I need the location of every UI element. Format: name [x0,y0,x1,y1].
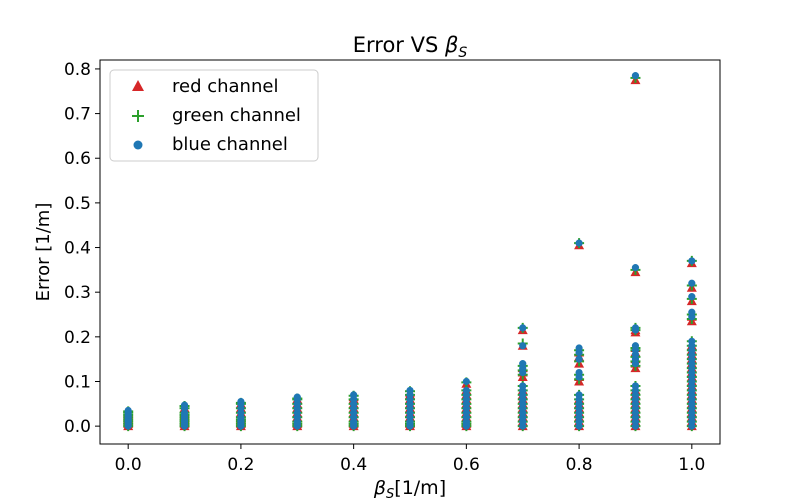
data-point [575,368,583,377]
x-axis-ticks: 0.0 0.2 0.4 0.6 0.8 1.0 [115,444,705,475]
data-point [688,293,696,301]
y-axis-label: Error [1/m] [33,203,54,302]
data-point [519,342,527,350]
y-tick-label: 0.2 [64,328,91,348]
x-tick-label: 0.6 [453,455,480,475]
data-point [519,324,527,332]
data-point [519,360,527,368]
data-point [688,308,696,316]
y-tick-label: 0.1 [64,372,91,392]
data-point [406,386,414,395]
x-label-suffix: [1/m] [394,477,446,499]
data-point [575,355,583,363]
title-subscript: S [458,45,467,61]
data-point [237,397,245,406]
legend: red channel green channel blue channel [109,69,319,162]
chart-title: Error VS βS [353,33,468,61]
legend-entry-blue: blue channel [133,134,288,155]
data-point [124,406,132,415]
plot-area: 0.0 0.2 0.4 0.6 0.8 1.0 0.0 0.1 0.2 0.3 0.4 0.5 0.6… [64,59,721,475]
data-point [688,257,696,265]
y-tick-label: 0.4 [64,239,91,259]
legend-marker-circle [133,140,143,150]
y-tick-label: 0.5 [64,194,91,214]
legend-box [109,69,319,162]
y-tick-label: 0.6 [64,149,91,169]
x-tick-label: 0.0 [115,455,142,475]
data-point [350,391,358,399]
y-axis-ticks: 0.0 0.1 0.2 0.3 0.4 0.5 0.6 0.7 0.8 [64,60,100,437]
legend-entry-green: green channel [132,105,301,126]
data-point [631,382,640,390]
legend-label-blue: blue channel [172,134,288,155]
legend-entry-red: red channel [132,76,278,97]
series-circle [124,72,696,430]
x-tick-label: 0.8 [566,455,593,475]
legend-marker-plus [132,110,144,122]
data-point [180,401,189,409]
legend-label-green: green channel [172,105,301,126]
data-point [575,239,583,247]
y-tick-label: 0.7 [64,105,91,125]
data-point [519,382,527,390]
y-tick-label: 0.8 [64,60,91,80]
data-point [293,393,301,401]
legend-marker-triangle [132,80,144,91]
data-point [631,264,640,272]
y-tick-label: 0.3 [64,283,91,303]
data-point [575,391,583,399]
plot-frame [99,59,721,445]
data-point [688,279,696,287]
title-symbol: β [444,33,458,57]
data-point [462,386,470,395]
data-point [462,377,470,386]
data-point [688,337,696,345]
y-tick-label: 0.0 [64,417,91,437]
data-point [631,72,640,80]
legend-label-red: red channel [172,76,278,97]
x-tick-label: 0.2 [227,455,254,475]
chart-marks [123,72,697,432]
data-point [575,344,583,352]
x-tick-label: 1.0 [678,455,705,475]
title-prefix: Error VS [353,33,445,57]
x-axis-label: βS[1/m] [373,477,446,500]
x-label-subscript: S [386,487,394,500]
x-tick-label: 0.4 [340,455,367,475]
data-point [631,324,640,332]
data-point [631,342,640,350]
x-label-symbol: β [373,477,386,499]
